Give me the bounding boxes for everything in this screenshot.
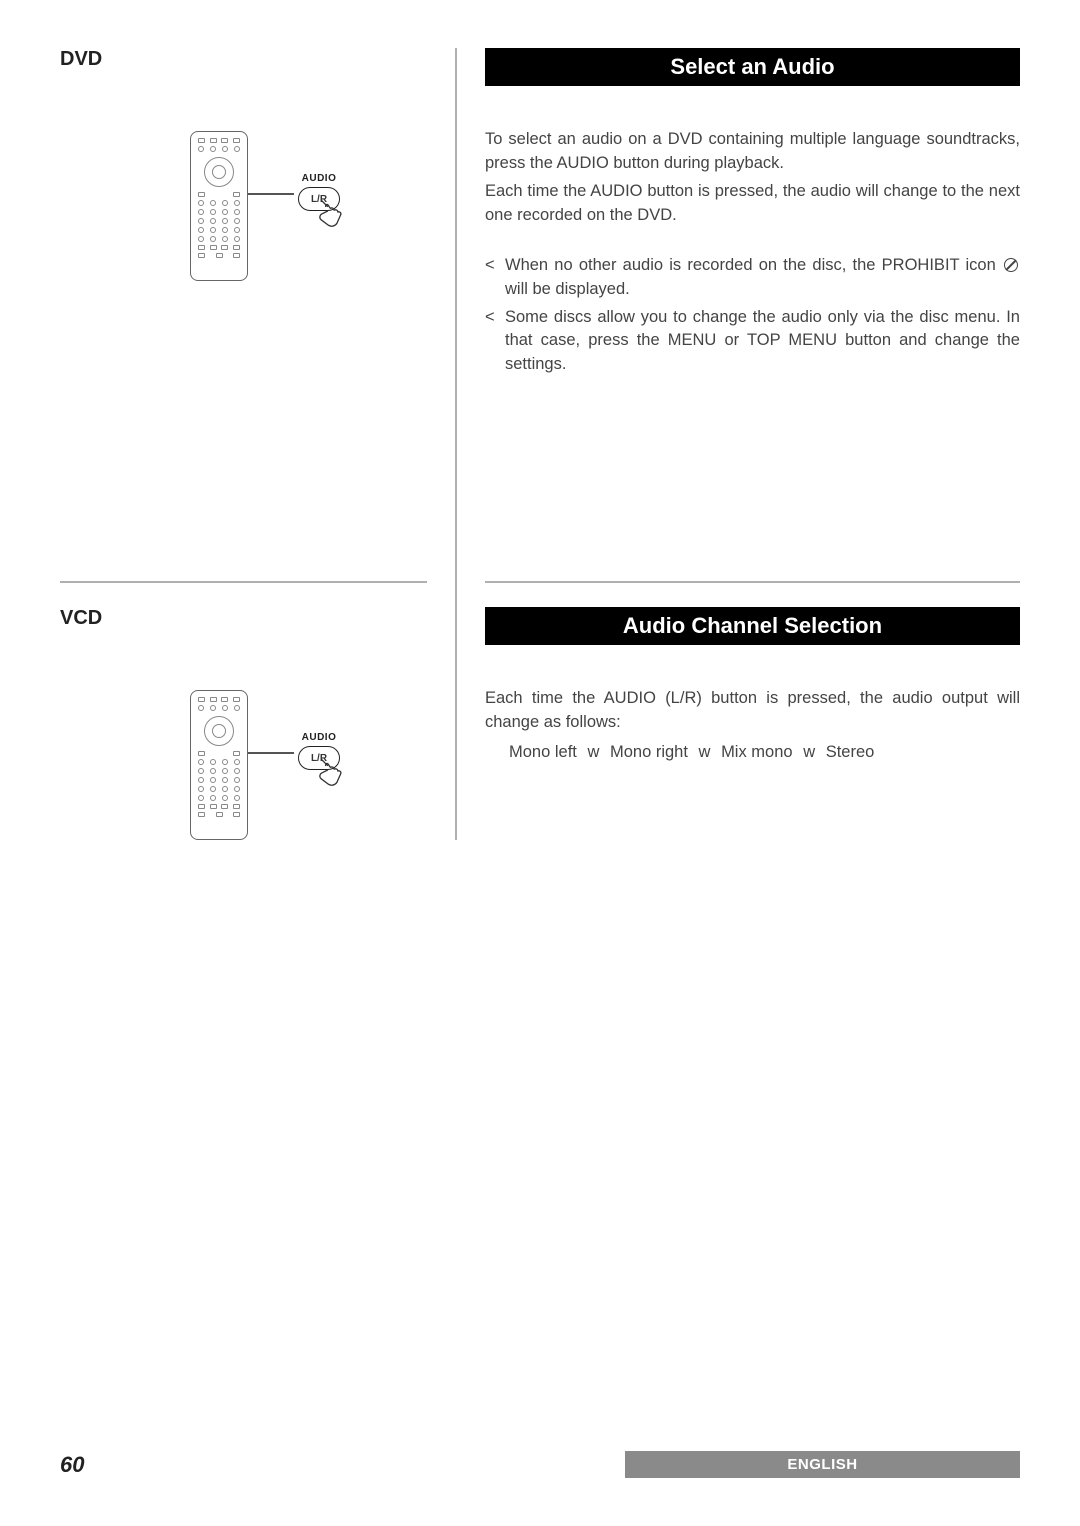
prohibit-icon — [1004, 258, 1018, 272]
dvd-body-text: To select an audio on a DVD containing m… — [485, 128, 1020, 228]
audio-button-callout: AUDIO L/R — [298, 732, 340, 770]
bullet1-text-a: When no other audio is recorded on the d… — [505, 256, 1002, 274]
audio-label: AUDIO — [298, 732, 340, 743]
seq-arrow: w — [803, 743, 815, 761]
bullet-glyph: < — [485, 306, 505, 378]
hr-divider — [485, 581, 1020, 583]
vcd-left-column: VCD AUDIO L/R — [60, 581, 455, 840]
audio-sequence: Mono left w Mono right w Mix mono w Ster… — [485, 743, 1020, 762]
manual-page: DVD AUDIO L/R — [0, 0, 1080, 840]
bullet2-text: Some discs allow you to change the audio… — [505, 306, 1020, 378]
vcd-right-column: Audio Channel Selection Each time the AU… — [457, 581, 1020, 840]
vcd-para1: Each time the AUDIO (L/R) button is pres… — [485, 687, 1020, 735]
audio-channel-banner: Audio Channel Selection — [485, 607, 1020, 645]
page-number: 60 — [60, 1452, 84, 1478]
remote-body-icon — [190, 690, 248, 840]
seq-item-0: Mono left — [509, 743, 577, 761]
dvd-bullets: < When no other audio is recorded on the… — [485, 254, 1020, 378]
page-footer: 60 ENGLISH — [60, 1451, 1020, 1478]
remote-diagram-dvd: AUDIO L/R — [190, 131, 427, 281]
lead-line — [248, 752, 294, 754]
bullet1-text-b: will be displayed. — [505, 280, 630, 298]
seq-arrow: w — [587, 743, 599, 761]
spacer — [485, 381, 1020, 581]
dvd-bullet-1: < When no other audio is recorded on the… — [485, 254, 1020, 302]
dvd-bullet-2: < Some discs allow you to change the aud… — [485, 306, 1020, 378]
audio-button-callout: AUDIO L/R — [298, 173, 340, 211]
pointing-hand-icon — [316, 197, 354, 229]
dvd-right-column: Select an Audio To select an audio on a … — [457, 48, 1020, 581]
seq-arrow: w — [699, 743, 711, 761]
dvd-left-column: DVD AUDIO L/R — [60, 48, 455, 581]
seq-item-2: Mix mono — [721, 743, 793, 761]
remote-body-icon — [190, 131, 248, 281]
vcd-body-text: Each time the AUDIO (L/R) button is pres… — [485, 687, 1020, 735]
vcd-section-row: VCD AUDIO L/R — [60, 581, 1020, 840]
dvd-para1: To select an audio on a DVD containing m… — [485, 128, 1020, 176]
select-audio-banner: Select an Audio — [485, 48, 1020, 86]
vcd-label: VCD — [60, 607, 427, 630]
bullet1-text: When no other audio is recorded on the d… — [505, 254, 1020, 302]
dvd-section-row: DVD AUDIO L/R — [60, 48, 1020, 581]
bullet-glyph: < — [485, 254, 505, 302]
dvd-label: DVD — [60, 48, 427, 71]
seq-item-3: Stereo — [826, 743, 875, 761]
lead-line — [248, 193, 294, 195]
hr-divider — [60, 581, 427, 583]
remote-diagram-vcd: AUDIO L/R — [190, 690, 427, 840]
pointing-hand-icon — [316, 756, 354, 788]
seq-item-1: Mono right — [610, 743, 688, 761]
dvd-para2: Each time the AUDIO button is pressed, t… — [485, 180, 1020, 228]
audio-label: AUDIO — [298, 173, 340, 184]
language-tag: ENGLISH — [625, 1451, 1020, 1478]
